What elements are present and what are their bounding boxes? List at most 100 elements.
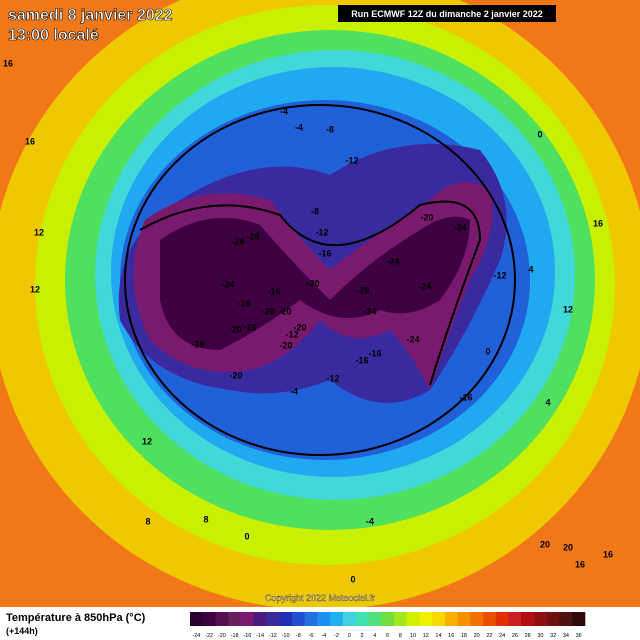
colorbar-tick-label: 10 xyxy=(410,633,416,639)
isotherm xyxy=(124,104,516,456)
colorbar-swatch xyxy=(317,612,331,626)
colorbar-tick-label: -24 xyxy=(192,633,200,639)
colorbar-tick-label: 36 xyxy=(576,633,582,639)
colorbar-swatch xyxy=(215,612,229,626)
contour-label: 0 xyxy=(485,346,490,356)
colorbar-swatch xyxy=(228,612,242,626)
contour-label: -20 xyxy=(420,212,433,222)
colorbar-tick-label: 4 xyxy=(373,633,376,639)
colorbar-tick-label: 22 xyxy=(486,633,492,639)
colorbar-swatch xyxy=(406,612,420,626)
colorbar-tick-label: 20 xyxy=(474,633,480,639)
colorbar-tick-label: -12 xyxy=(269,633,277,639)
colorbar-tick-label: 8 xyxy=(399,633,402,639)
colorbar-swatch xyxy=(304,612,318,626)
colorbar-tick-label: 0 xyxy=(348,633,351,639)
contour-label: -4 xyxy=(366,516,374,526)
contour-label: -12 xyxy=(315,227,328,237)
contour-label: -24 xyxy=(406,334,419,344)
contour-label: -8 xyxy=(311,206,319,216)
colorbar-tick-label: 14 xyxy=(435,633,441,639)
colorbar-swatch xyxy=(495,612,509,626)
colorbar-tick-label: 28 xyxy=(525,633,531,639)
contour-label: 12 xyxy=(142,436,152,446)
colorbar-swatch xyxy=(279,612,293,626)
colorbar-swatch xyxy=(521,612,535,626)
contour-label: 0 xyxy=(537,129,542,139)
colorbar-swatch xyxy=(342,612,356,626)
colorbar-swatch xyxy=(190,612,204,626)
contour-label: 20 xyxy=(563,542,573,552)
colorbar-swatch xyxy=(291,612,305,626)
colorbar-tick-label: 16 xyxy=(448,633,454,639)
colorbar-swatch xyxy=(355,612,369,626)
contour-label: -24 xyxy=(386,256,399,266)
colorbar-tick-label: -20 xyxy=(218,633,226,639)
footer-title: Température à 850hPa (°C) xyxy=(6,612,146,624)
contour-label: -20 xyxy=(278,306,291,316)
colorbar-swatch xyxy=(546,612,560,626)
colorbar-tick-label: 26 xyxy=(512,633,518,639)
colorbar-swatch xyxy=(240,612,255,626)
colorbar-tick-label: -14 xyxy=(256,633,264,639)
contour-label: 0 xyxy=(244,531,249,541)
contour-label: -16 xyxy=(459,392,472,402)
map-title: samedi 8 janvier 2022 xyxy=(8,7,173,24)
contour-label: 16 xyxy=(25,136,35,146)
contour-label: -16 xyxy=(368,348,381,358)
contour-label: -4 xyxy=(290,386,298,396)
colorbar-swatch xyxy=(393,612,407,626)
contour-label: 4 xyxy=(545,397,550,407)
contour-label: -24 xyxy=(363,306,376,316)
contour-label: 12 xyxy=(563,304,573,314)
colorbar-tick-label: -4 xyxy=(321,633,326,639)
contour-label: -20 xyxy=(293,322,306,332)
contour-label: -28 xyxy=(356,285,369,295)
colorbar-swatch xyxy=(419,612,433,626)
colorbar-swatch xyxy=(483,612,497,626)
colorbar-swatch xyxy=(253,612,267,626)
colorbar-swatch xyxy=(266,612,280,626)
colorbar-tick-label: -22 xyxy=(205,633,213,639)
contour-label: -4 xyxy=(295,122,303,132)
map-subtitle: 13:00 localé xyxy=(8,27,99,44)
colorbar-tick-label: -6 xyxy=(309,633,314,639)
contour-label: -24 xyxy=(221,279,234,289)
colorbar-swatch xyxy=(457,612,471,626)
contour-label: 12 xyxy=(30,284,40,294)
colorbar-swatch xyxy=(444,612,458,626)
contour-label: -28 xyxy=(191,339,204,349)
contour-label: 12 xyxy=(34,227,44,237)
colorbar-tick-label: -16 xyxy=(243,633,251,639)
contour-label: -28 xyxy=(246,231,259,241)
contour-label: 20 xyxy=(540,539,550,549)
colorbar-swatch xyxy=(470,612,484,626)
colorbar-tick-label: 2 xyxy=(360,633,363,639)
colorbar-tick-label: -10 xyxy=(282,633,290,639)
contour-label: 16 xyxy=(3,58,13,68)
contour-label: -12 xyxy=(493,270,506,280)
contour-label: 16 xyxy=(593,218,603,228)
colorbar-tick-label: 24 xyxy=(499,633,505,639)
contour-label: -16 xyxy=(243,322,256,332)
contour-label: -4 xyxy=(280,106,288,116)
colorbar: -24 -22 -20 -18 -16 -14 -12 -10 -8 -6 -4 -2 0 2 4 6 8 10 1… xyxy=(190,612,586,639)
contour-label: -16 xyxy=(318,248,331,258)
colorbar-swatch xyxy=(432,612,446,626)
contour-label: -16 xyxy=(237,298,250,308)
colorbar-swatch xyxy=(534,612,548,626)
contour-label: -24 xyxy=(453,222,466,232)
colorbar-swatch xyxy=(572,612,586,626)
run-box xyxy=(338,5,556,22)
footer-lead: (+144h) xyxy=(6,626,38,636)
colorbar-tick-label: -2 xyxy=(334,633,339,639)
isotherm xyxy=(139,200,482,386)
contour-label: -16 xyxy=(267,286,280,296)
field-core xyxy=(160,216,470,350)
contour-label: -24 xyxy=(418,281,431,291)
colorbar-swatch xyxy=(508,612,522,626)
colorbar-tick-label: -18 xyxy=(231,633,239,639)
contour-label: -20 xyxy=(306,278,319,288)
contour-label: -16 xyxy=(355,355,368,365)
